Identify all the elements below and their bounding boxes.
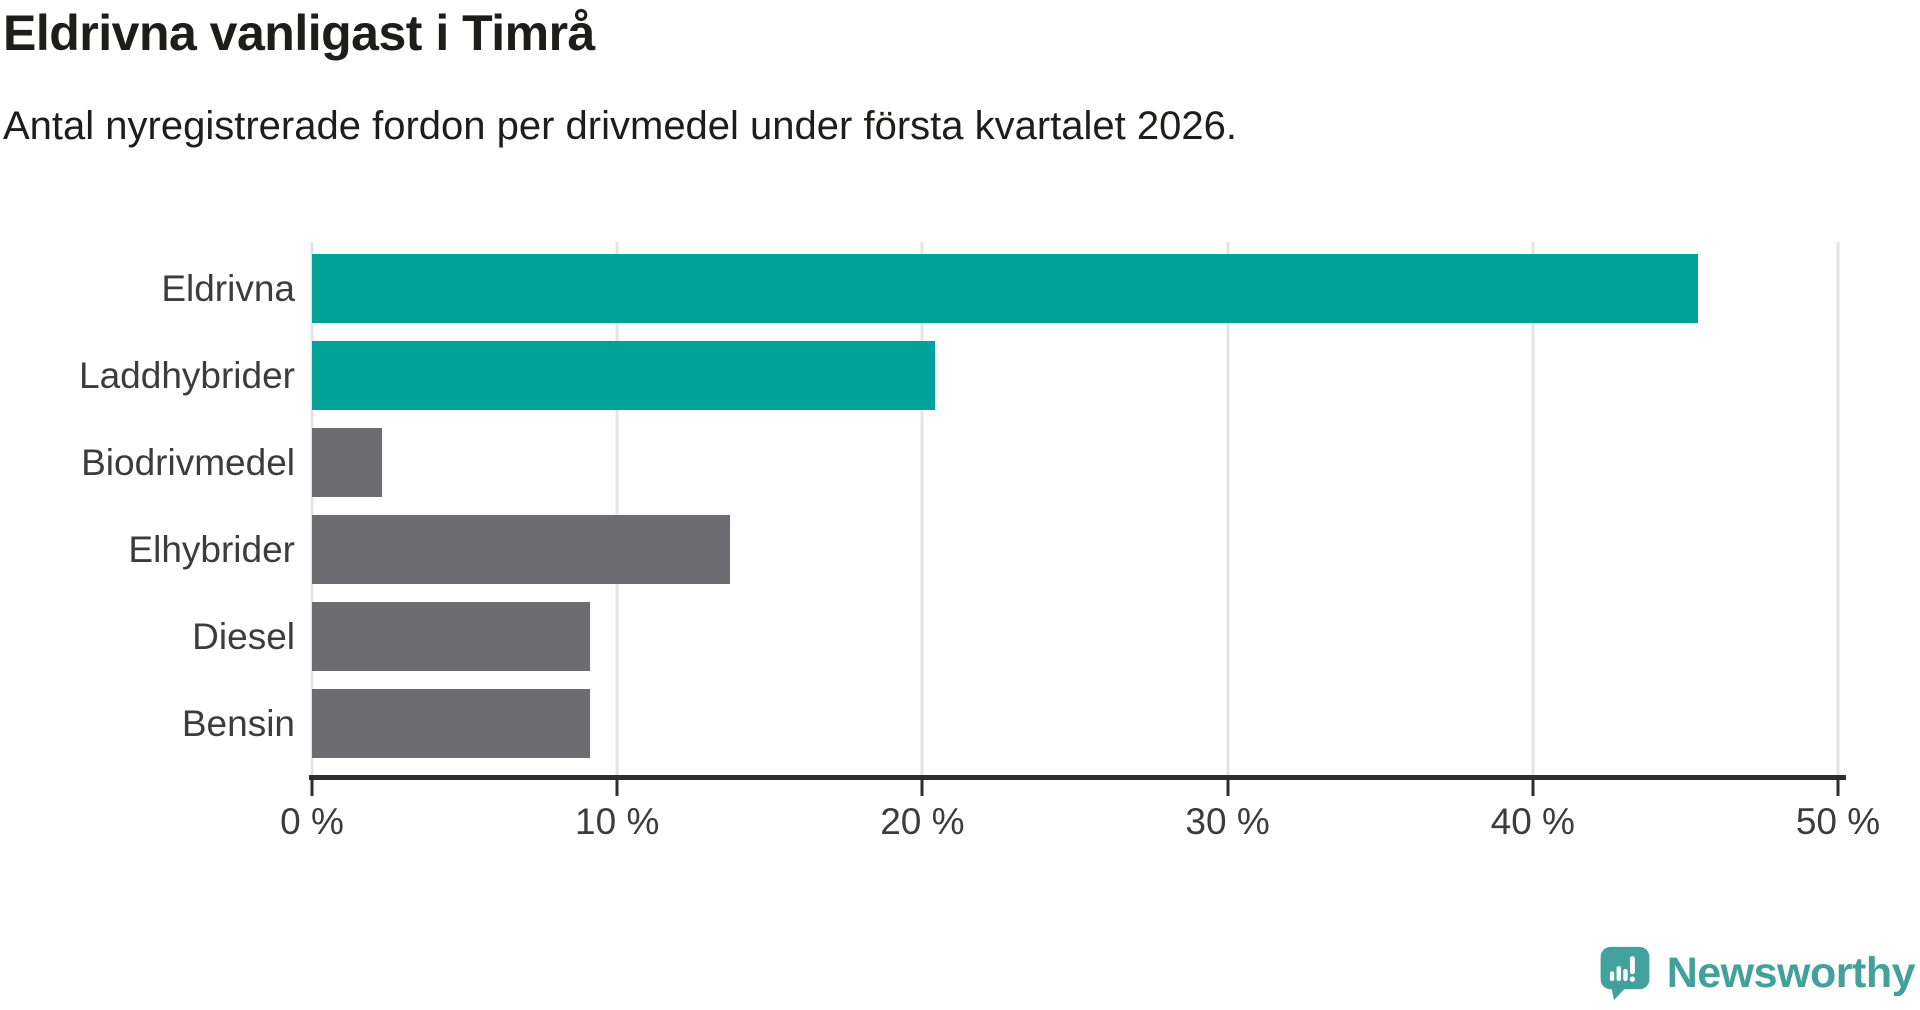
bar-row-eldrivna: Eldrivna xyxy=(161,254,1838,323)
x-tick-label-20: 20 % xyxy=(880,801,965,842)
bar-laddhybrider xyxy=(312,341,935,410)
x-tick-label-50: 50 % xyxy=(1795,801,1881,842)
category-label-bensin: Bensin xyxy=(181,702,295,744)
x-tick-40 xyxy=(1531,780,1535,796)
gridline-10 xyxy=(615,242,619,776)
category-label-elhybrider: Elhybrider xyxy=(128,528,295,570)
category-label-eldrivna: Eldrivna xyxy=(161,267,295,309)
bar-row-elhybrider: Elhybrider xyxy=(128,515,1838,584)
bar-row-diesel: Diesel xyxy=(192,602,1838,671)
bar-elhybrider xyxy=(312,515,731,584)
x-tick-20 xyxy=(920,780,924,796)
bar-diesel xyxy=(312,602,590,671)
x-tick-50 xyxy=(1836,780,1840,796)
plot-area xyxy=(310,242,1840,776)
category-label-diesel: Diesel xyxy=(192,615,295,657)
newsworthy-logo-icon xyxy=(1600,946,1650,1001)
x-tick-label-0: 0 % xyxy=(280,801,344,842)
x-tick-0 xyxy=(310,780,314,796)
gridline-30 xyxy=(1226,242,1230,776)
bar-rows: Eldrivna Laddhybrider Biodrivmedel Elhybrid… xyxy=(79,242,1838,776)
bar-row-biodrivmedel: Biodrivmedel xyxy=(81,428,1838,497)
brand-footer: Newsworthy xyxy=(1596,944,1916,1002)
chart-title: Eldrivna vanligast i Timrå xyxy=(3,5,595,61)
x-tick-label-10: 10 % xyxy=(575,801,660,842)
bar-row-laddhybrider: Laddhybrider xyxy=(79,341,1838,410)
gridline-20 xyxy=(920,242,924,776)
gridline-40 xyxy=(1531,242,1535,776)
x-tick-30 xyxy=(1226,780,1230,796)
x-tick-label-40: 40 % xyxy=(1490,801,1575,842)
gridline-0 xyxy=(310,242,314,776)
x-tick-10 xyxy=(615,780,619,796)
x-axis-line xyxy=(309,775,1846,780)
gridline-50 xyxy=(1836,242,1840,776)
chart-subtitle: Antal nyregistrerade fordon per drivmede… xyxy=(3,104,1238,148)
bar-row-bensin: Bensin xyxy=(182,689,1838,758)
brand-name: Newsworthy xyxy=(1666,948,1916,997)
category-label-laddhybrider: Laddhybrider xyxy=(79,354,295,396)
bar-biodrivmedel xyxy=(312,428,383,497)
bar-bensin xyxy=(312,689,590,758)
bar-eldrivna xyxy=(312,254,1698,323)
x-tick-label-30: 30 % xyxy=(1185,801,1270,842)
category-label-biodrivmedel: Biodrivmedel xyxy=(81,441,295,483)
